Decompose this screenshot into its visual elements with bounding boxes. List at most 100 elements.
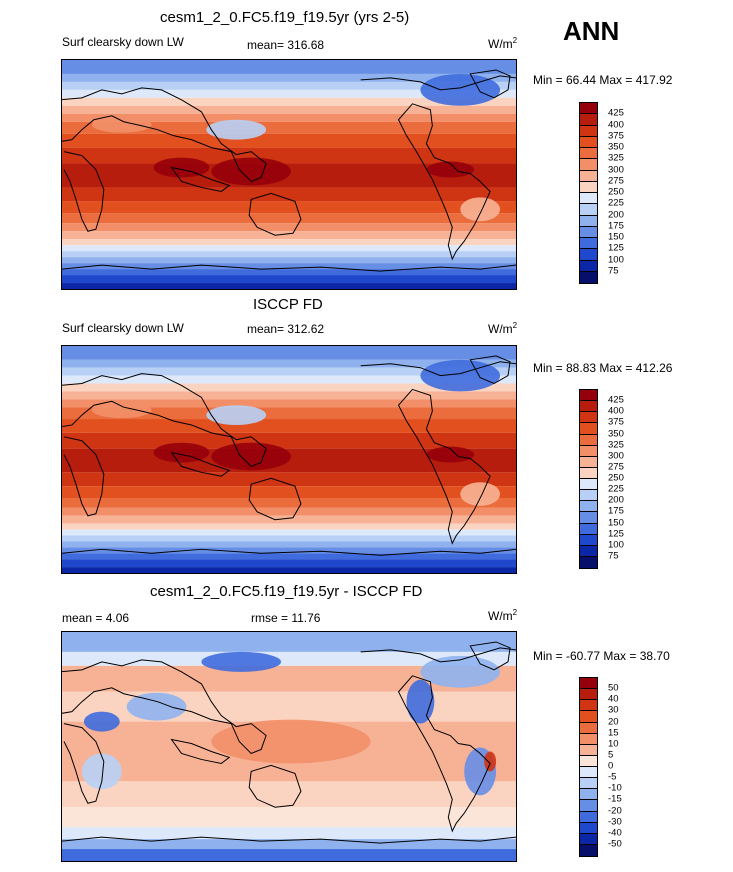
colorbar-swatch (580, 833, 597, 845)
colorbar-tick-label: -50 (608, 838, 622, 850)
colorbar-swatch (580, 523, 597, 535)
colorbar-tick-label: 350 (608, 141, 624, 153)
colorbar-tick-label: 425 (608, 107, 624, 119)
colorbar-swatch (580, 778, 597, 790)
colorbar-tick-label: 5 (608, 749, 614, 761)
colorbar-tick-label: 325 (608, 439, 624, 451)
colorbar-swatch (580, 545, 597, 557)
colorbar-swatch (580, 103, 597, 115)
colorbar-tick-label: 300 (608, 164, 624, 175)
colorbar-tick-label: 30 (608, 704, 619, 716)
colorbar-tick-label: 20 (608, 716, 619, 727)
colorbar-tick-label: 375 (608, 130, 624, 142)
colorbar-swatch (580, 226, 597, 238)
colorbar-tick-label: 15 (608, 727, 619, 739)
panel1-variable-label: Surf clearsky down LW (62, 35, 184, 49)
colorbar-swatch (580, 260, 597, 272)
colorbar-swatch (580, 215, 597, 227)
colorbar-tick-label: 275 (608, 461, 624, 473)
colorbar-tick-label: 175 (608, 220, 624, 232)
colorbar-tick-label: 40 (608, 693, 619, 705)
colorbar-tick-label: 325 (608, 152, 624, 164)
colorbar-swatch (580, 456, 597, 468)
colorbar-swatch (580, 512, 597, 524)
panel1-colorbar (579, 102, 598, 284)
colorbar-swatch (580, 822, 597, 834)
colorbar-swatch (580, 390, 597, 402)
colorbar-tick-label: 0 (608, 760, 614, 772)
colorbar-swatch (580, 445, 597, 457)
colorbar-swatch (580, 434, 597, 446)
colorbar-tick-label: -10 (608, 782, 622, 794)
panel2-units-label: W/m2 (488, 321, 518, 336)
colorbar-swatch (580, 479, 597, 491)
colorbar-tick-label: -20 (608, 805, 622, 816)
colorbar-tick-label: 175 (608, 505, 624, 517)
colorbar-tick-label: -15 (608, 793, 622, 805)
colorbar-swatch (580, 114, 597, 126)
colorbar-tick-label: 75 (608, 550, 619, 562)
colorbar-tick-label: 200 (608, 494, 624, 506)
colorbar-swatch (580, 844, 597, 856)
panel2-minmax-label: Min = 88.83 Max = 412.26 (533, 361, 673, 375)
colorbar-swatch (580, 249, 597, 261)
colorbar-swatch (580, 722, 597, 734)
panel3-colorbar (579, 677, 598, 857)
colorbar-tick-label: -30 (608, 816, 622, 828)
colorbar-swatch (580, 467, 597, 479)
colorbar-tick-label: 375 (608, 416, 624, 428)
colorbar-tick-label: 50 (608, 682, 619, 694)
colorbar-tick-label: 100 (608, 539, 624, 551)
colorbar-swatch (580, 423, 597, 435)
colorbar-tick-label: 400 (608, 405, 624, 417)
panel2-mean-label: mean= 312.62 (247, 322, 325, 336)
colorbar-tick-label: 250 (608, 186, 624, 198)
colorbar-swatch (580, 767, 597, 779)
colorbar-tick-label: 125 (608, 242, 624, 254)
colorbar-swatch (580, 170, 597, 182)
colorbar-tick-label: 150 (608, 517, 624, 528)
colorbar-tick-label: 200 (608, 209, 624, 220)
colorbar-tick-label: 125 (608, 528, 624, 540)
colorbar-tick-label: 400 (608, 119, 624, 130)
colorbar-swatch (580, 711, 597, 723)
colorbar-swatch (580, 744, 597, 756)
colorbar-swatch (580, 501, 597, 513)
colorbar-swatch (580, 733, 597, 745)
colorbar-tick-label: 250 (608, 472, 624, 484)
colorbar-swatch (580, 789, 597, 801)
panel2-colorbar (579, 389, 598, 569)
colorbar-tick-label: 300 (608, 450, 624, 462)
colorbar-swatch (580, 800, 597, 812)
colorbar-swatch (580, 689, 597, 701)
colorbar-swatch (580, 181, 597, 193)
colorbar-swatch (580, 556, 597, 568)
panel3-minmax-label: Min = -60.77 Max = 38.70 (533, 649, 670, 663)
colorbar-tick-label: 425 (608, 394, 624, 406)
season-label: ANN (563, 16, 620, 46)
colorbar-swatch (580, 125, 597, 137)
colorbar-swatch (580, 700, 597, 712)
panel3-rmse-label: rmse = 11.76 (251, 611, 321, 625)
colorbar-swatch (580, 193, 597, 205)
colorbar-swatch (580, 238, 597, 250)
panel2-title: ISCCP FD (253, 296, 323, 313)
colorbar-tick-label: -5 (608, 771, 617, 783)
colorbar-tick-label: -40 (608, 827, 622, 839)
colorbar-swatch (580, 204, 597, 216)
colorbar-tick-label: 275 (608, 175, 624, 187)
colorbar-tick-label: 150 (608, 231, 624, 243)
colorbar-swatch (580, 159, 597, 171)
colorbar-tick-label: 225 (608, 197, 624, 209)
colorbar-swatch (580, 412, 597, 424)
colorbar-tick-label: 10 (608, 738, 619, 750)
panel3-units-label: W/m2 (488, 608, 518, 623)
panel1-units-label: W/m2 (488, 36, 518, 51)
colorbar-tick-label: 225 (608, 483, 624, 495)
colorbar-tick-label: 75 (608, 265, 619, 277)
panel1-mean-label: mean= 316.68 (247, 38, 325, 52)
colorbar-swatch (580, 678, 597, 690)
panel3-map (61, 631, 517, 862)
colorbar-swatch (580, 755, 597, 767)
colorbar-swatch (580, 271, 597, 283)
